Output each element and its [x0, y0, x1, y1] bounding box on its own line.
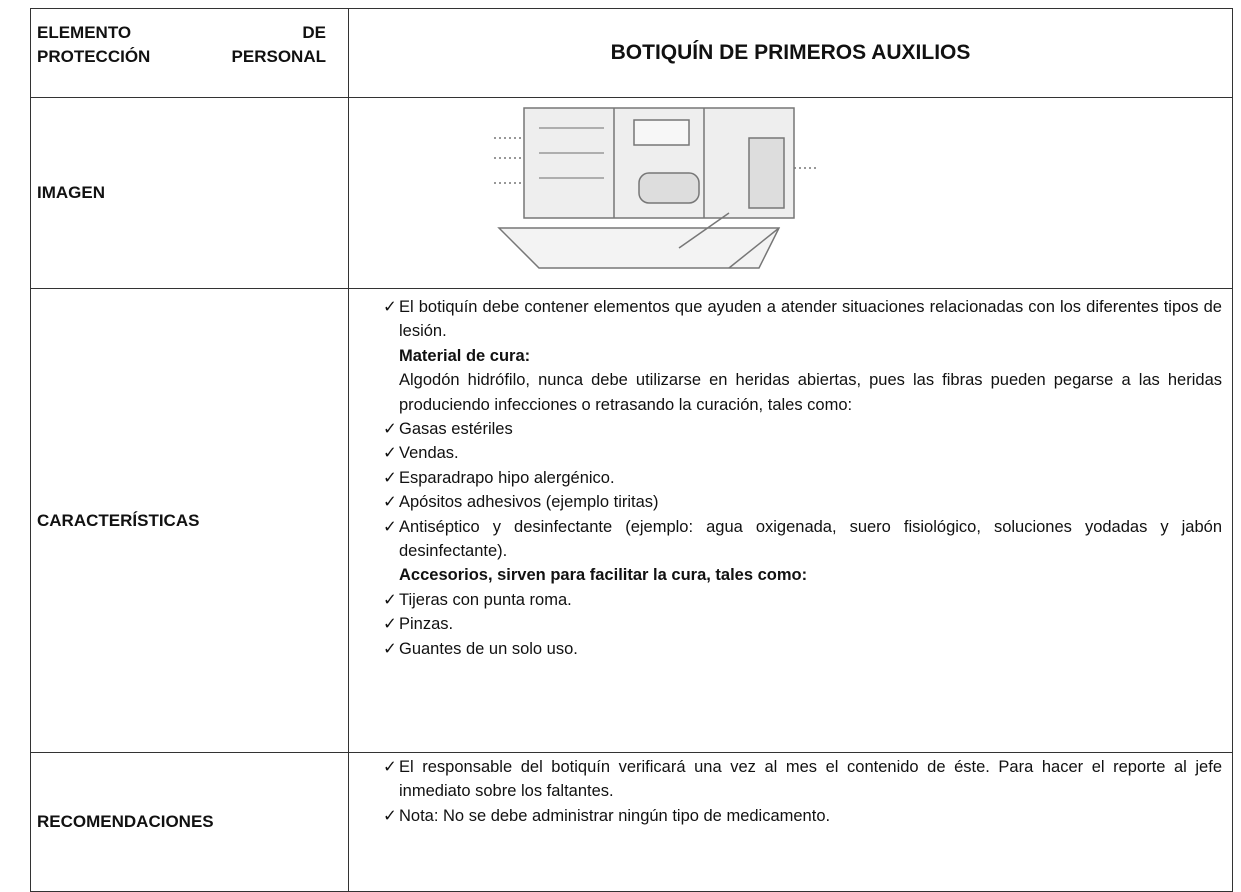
row-label: CARACTERÍSTICAS [30, 288, 349, 753]
characteristics-list: El botiquín debe contener elementos que … [348, 288, 1233, 753]
kit-illustration [494, 107, 819, 269]
check-item: Vendas. [383, 441, 1222, 466]
check-item: Tijeras con punta roma. [383, 588, 1222, 613]
row-label: RECOMENDACIONES [30, 752, 349, 892]
check-item: El botiquín debe contener elementos que … [383, 295, 1222, 344]
check-item: Gasas estériles [383, 417, 1222, 442]
row-label: IMAGEN [30, 97, 349, 289]
check-item: Apósitos adhesivos (ejemplo tiritas) [383, 490, 1222, 515]
image-cell [348, 97, 1233, 289]
subheading: Accesorios, sirven para facilitar la cur… [399, 566, 808, 585]
header-title: BOTIQUÍN DE PRIMEROS AUXILIOS [348, 8, 1233, 98]
check-item: Pinzas. [383, 612, 1222, 637]
subheading: Material de cura: [399, 346, 531, 365]
check-item: Guantes de un solo uso. [383, 637, 1222, 662]
check-item: Esparadrapo hipo alergénico. [383, 466, 1222, 491]
note: Algodón hidrófilo, nunca debe utilizarse… [399, 371, 1222, 414]
check-item: El responsable del botiquín verificará u… [383, 755, 1222, 804]
header-label: ELEMENTO DE PROTECCIÓN PERSONAL [30, 8, 349, 98]
check-item: Nota: No se debe administrar ningún tipo… [383, 804, 1222, 829]
check-item: Antiséptico y desinfectante (ejemplo: ag… [383, 515, 1222, 564]
recommendations-list: El responsable del botiquín verificará u… [348, 752, 1233, 892]
page: ELEMENTO DE PROTECCIÓN PERSONAL BOTIQUÍN… [0, 0, 1241, 874]
